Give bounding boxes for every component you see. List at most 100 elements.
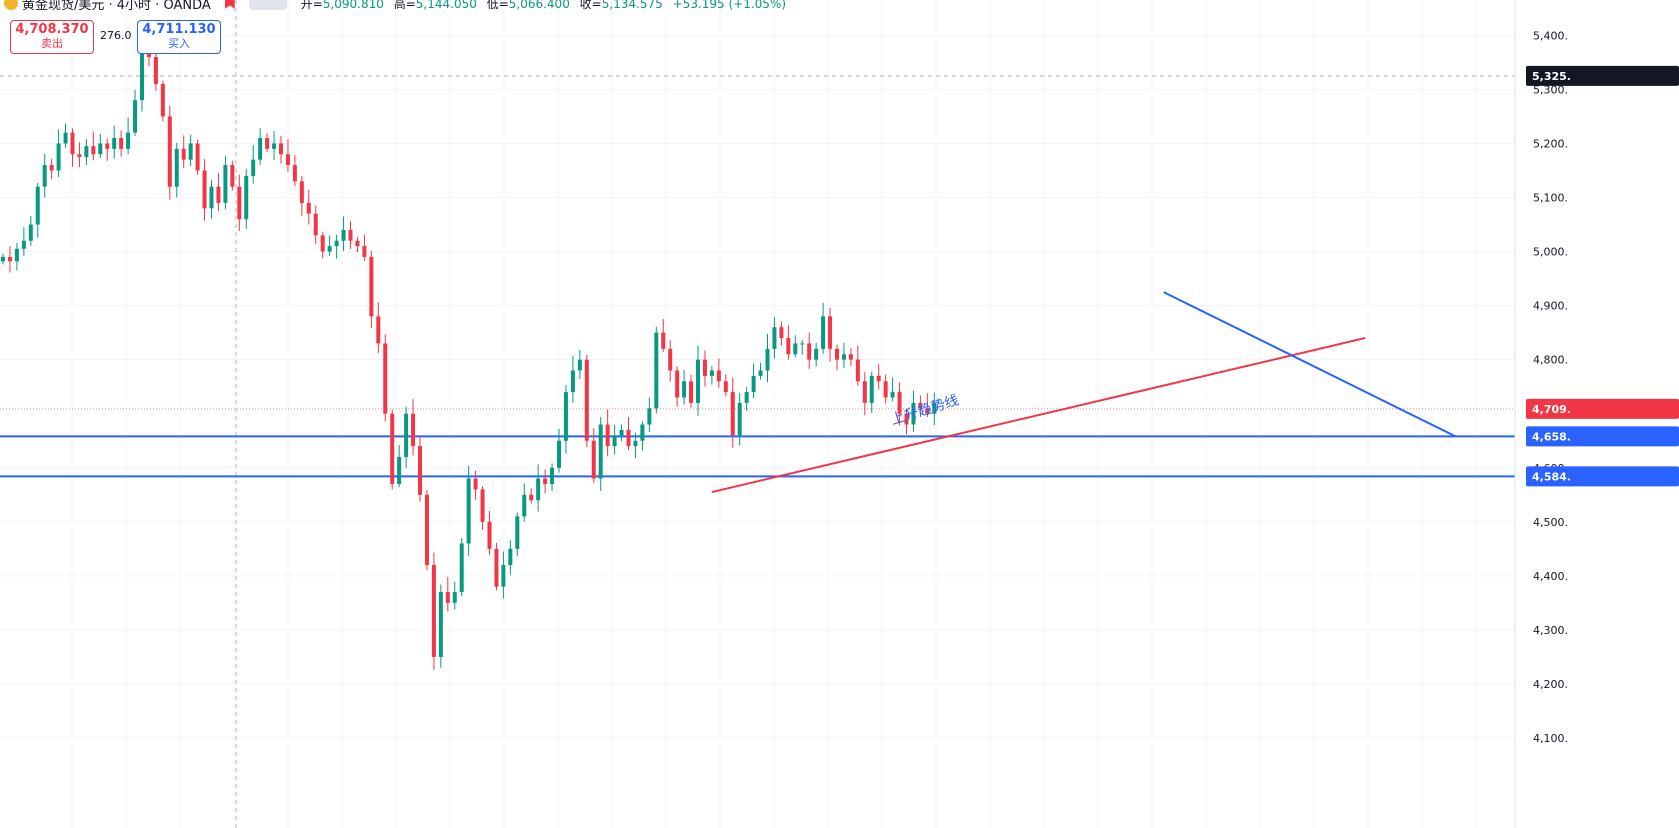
candle-body: [70, 132, 75, 155]
candle-body: [84, 146, 89, 157]
candle-body: [751, 375, 756, 393]
candle-body: [702, 359, 707, 376]
candle-body: [91, 146, 96, 155]
candle-body: [723, 381, 728, 393]
candle-body: [508, 548, 513, 566]
candle-body: [841, 354, 846, 360]
candle-body: [897, 392, 902, 414]
candle-body: [112, 138, 117, 149]
candle-body: [570, 370, 575, 393]
ohlc-values: 开=5,090.810 高=5,144.050 低=5,066.400 收=5,…: [300, 0, 787, 11]
candle-body: [383, 343, 388, 414]
candle-body: [272, 143, 277, 149]
price-label-text: 4,584.: [1532, 470, 1571, 483]
candle-body: [883, 381, 888, 398]
candle-body: [105, 143, 110, 149]
sell-button[interactable]: 4,708.370 卖出: [10, 20, 94, 54]
candle-body: [501, 565, 506, 587]
candle-body: [890, 392, 895, 398]
chart-header: 黄金现货/美元 · 4小时 · OANDA 开=5,090.810 高=5,14…: [0, 0, 792, 13]
candle-body: [626, 429, 631, 447]
sell-price: 4,708.370: [15, 22, 89, 37]
candle-body: [21, 240, 26, 249]
candle-body: [932, 402, 937, 414]
candle-body: [438, 592, 443, 657]
candle-body: [153, 56, 158, 84]
candle-body: [49, 165, 54, 171]
candle-body: [313, 213, 318, 236]
candle-body: [77, 154, 82, 157]
candle-body: [459, 543, 464, 593]
candle-body: [195, 143, 200, 171]
candle-body: [584, 359, 589, 441]
candle-body: [14, 248, 19, 262]
candle-body: [63, 132, 68, 144]
candle-body: [709, 370, 714, 376]
candle-body: [244, 175, 249, 220]
candle-body: [362, 246, 367, 257]
candle-body: [56, 143, 61, 171]
candle-body: [904, 413, 909, 425]
candle-body: [188, 143, 193, 160]
candle-body: [348, 229, 353, 241]
price-label-box: [1526, 65, 1679, 86]
candle-body: [279, 143, 283, 155]
candle-body: [855, 359, 860, 382]
candle-body: [223, 165, 228, 203]
candle-body: [515, 516, 520, 549]
candle-body: [675, 370, 680, 398]
flag-icon[interactable]: [224, 0, 235, 9]
candle-body: [251, 159, 256, 176]
indicator-pill[interactable]: [248, 0, 287, 10]
candle-body: [265, 138, 270, 149]
candle-body: [848, 354, 853, 360]
price-label-text: 4,709.: [1532, 403, 1571, 416]
candle-body: [397, 456, 402, 484]
candle-body: [744, 392, 749, 403]
candle-body: [772, 327, 777, 349]
candle-body: [779, 327, 784, 339]
y-tick-label: 5,300.: [1533, 83, 1568, 96]
candlesticks: [1, 22, 937, 670]
candle-body: [577, 359, 582, 371]
candle-body: [202, 170, 207, 209]
candle-body: [160, 83, 165, 117]
support-lines: [0, 435, 1679, 478]
candle-body: [7, 256, 12, 262]
buy-button[interactable]: 4,711.130 买入: [137, 20, 221, 54]
candle-body: [765, 348, 770, 371]
gold-symbol-icon: [4, 0, 18, 10]
candle-body: [633, 440, 638, 447]
candle-body: [869, 375, 874, 403]
y-tick-label: 5,200.: [1533, 137, 1568, 150]
price-axis[interactable]: 4,100.4,200.4,300.4,400.4,500.4,600.4,80…: [1514, 0, 1679, 828]
candle-body: [28, 224, 33, 241]
y-tick-label: 5,000.: [1533, 246, 1568, 259]
candle-body: [716, 370, 721, 382]
symbol-title[interactable]: 黄金现货/美元 · 4小时 · OANDA: [22, 0, 211, 13]
candle-body: [411, 413, 416, 447]
candle-body: [668, 348, 673, 371]
candle-body: [793, 343, 798, 355]
candle-body: [320, 235, 325, 252]
y-tick-label: 4,200.: [1533, 678, 1568, 691]
candle-body: [292, 165, 297, 182]
price-label-box: [1526, 426, 1679, 447]
candle-body: [355, 240, 360, 247]
candle-body: [814, 348, 819, 360]
resistance-line: [1163, 291, 1456, 438]
price-label-box: [1526, 466, 1679, 487]
y-tick-label: 4,400.: [1533, 570, 1568, 583]
candle-body: [424, 494, 429, 566]
candle-body: [835, 348, 839, 360]
candle-body: [807, 343, 812, 360]
candle-body: [285, 154, 290, 166]
candle-body: [452, 592, 457, 603]
candle-body: [209, 186, 214, 209]
candle-body: [563, 392, 568, 441]
spread-value: 276.0: [100, 29, 132, 42]
candle-body: [918, 402, 923, 409]
candle-body: [98, 143, 103, 155]
candle-body: [876, 375, 881, 382]
